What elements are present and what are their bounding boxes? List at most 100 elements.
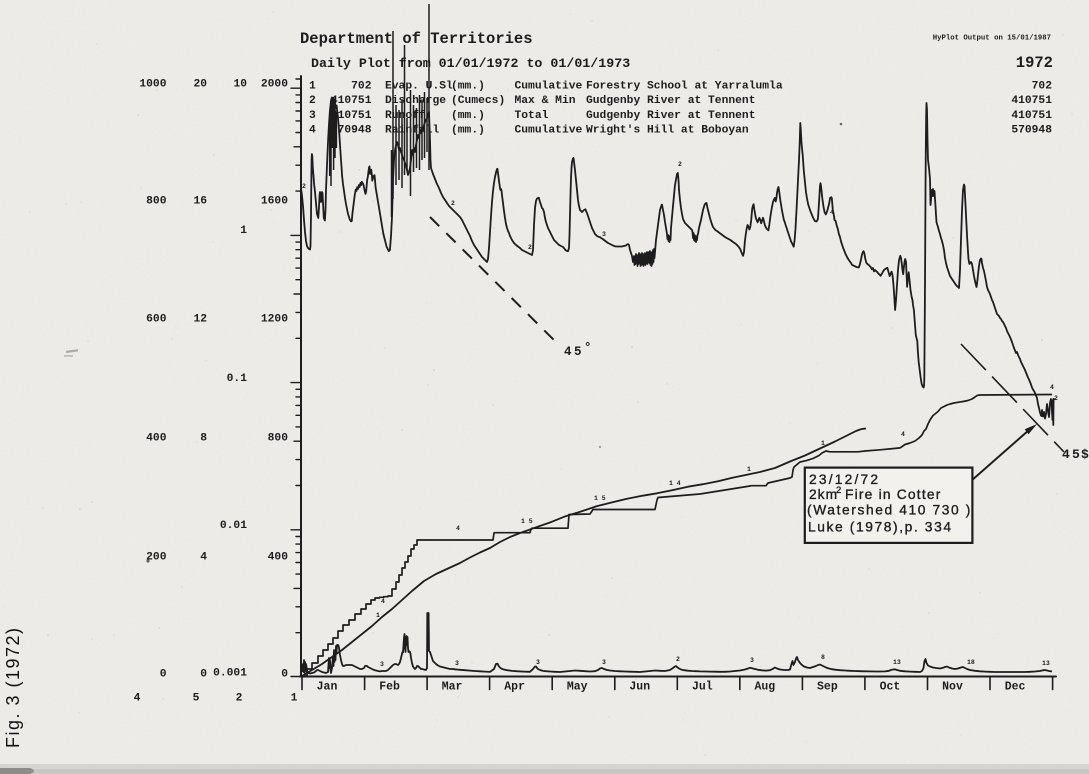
svg-text:2: 2 <box>302 183 306 190</box>
svg-text:3: 3 <box>602 659 606 666</box>
svg-text:400: 400 <box>268 552 289 564</box>
svg-text:570948: 570948 <box>331 124 372 136</box>
svg-text:1 5: 1 5 <box>594 495 606 502</box>
svg-text:1: 1 <box>747 466 751 473</box>
svg-text:Cumulative: Cumulative <box>515 81 583 93</box>
svg-text:410751: 410751 <box>331 95 372 107</box>
svg-text:May: May <box>567 681 588 694</box>
svg-text:(mm.): (mm.) <box>451 124 485 136</box>
svg-text:800: 800 <box>268 433 289 445</box>
svg-text:2: 2 <box>236 693 243 705</box>
svg-text:1 5: 1 5 <box>521 518 533 525</box>
svg-text:410751: 410751 <box>1011 95 1052 107</box>
svg-text:Max & Min: Max & Min <box>515 95 576 107</box>
svg-text:23/12/72: 23/12/72 <box>809 472 880 487</box>
svg-text:5: 5 <box>193 693 200 705</box>
svg-text:Dec: Dec <box>1005 681 1026 694</box>
svg-text:Sep: Sep <box>817 681 838 694</box>
svg-text:12: 12 <box>193 314 207 326</box>
svg-text:702: 702 <box>1032 81 1053 93</box>
svg-text:1: 1 <box>240 225 247 237</box>
svg-text:200: 200 <box>146 552 167 564</box>
svg-text:5: 5 <box>1072 447 1080 462</box>
svg-text:2: 2 <box>678 161 682 168</box>
svg-text:3: 3 <box>380 661 384 668</box>
svg-text:1: 1 <box>309 81 316 93</box>
svg-text:13: 13 <box>893 659 901 666</box>
svg-text:Cumulative: Cumulative <box>515 124 583 136</box>
svg-text:600: 600 <box>146 314 167 326</box>
svg-text:(mm.): (mm.) <box>451 81 485 93</box>
svg-text:Jan: Jan <box>317 681 338 694</box>
svg-text:$: $ <box>1081 447 1089 462</box>
svg-text:570948: 570948 <box>1011 124 1052 136</box>
svg-text:0: 0 <box>281 669 288 681</box>
svg-text:Discharge: Discharge <box>385 95 446 107</box>
svg-text:8: 8 <box>821 654 825 661</box>
svg-text:20: 20 <box>193 79 207 91</box>
svg-text:410751: 410751 <box>1011 110 1052 122</box>
svg-text:4: 4 <box>901 431 905 438</box>
svg-text:4: 4 <box>564 345 572 359</box>
svg-text:Luke (1978),p. 334: Luke (1978),p. 334 <box>808 520 953 535</box>
svg-text:3: 3 <box>750 657 754 664</box>
svg-text:1000: 1000 <box>139 79 166 91</box>
svg-text:4: 4 <box>381 598 385 605</box>
svg-text:Jun: Jun <box>629 681 650 694</box>
svg-text:HyPlot Output on 15/01/1987: HyPlot Output on 15/01/1987 <box>933 35 1051 43</box>
svg-text:4: 4 <box>830 209 834 216</box>
svg-text:Gudgenby River at Tennent: Gudgenby River at Tennent <box>586 95 755 107</box>
svg-text:0.01: 0.01 <box>220 520 247 532</box>
svg-text:0.1: 0.1 <box>227 373 248 385</box>
svg-text:Gudgenby River at Tennent: Gudgenby River at Tennent <box>586 110 755 122</box>
svg-text:0: 0 <box>160 669 167 681</box>
svg-text:(Watershed 410 730 ): (Watershed 410 730 ) <box>807 503 972 518</box>
svg-text:°: ° <box>584 341 592 355</box>
svg-text:Fig. 3 (1972): Fig. 3 (1972) <box>3 626 23 748</box>
svg-text:410751: 410751 <box>331 110 372 122</box>
svg-text:2: 2 <box>528 244 532 251</box>
svg-text:Rainfall: Rainfall <box>385 124 439 136</box>
svg-text:Total: Total <box>515 110 549 122</box>
svg-text:2km: 2km <box>809 487 838 502</box>
svg-text:Mar: Mar <box>442 681 463 694</box>
svg-text:16: 16 <box>193 196 207 208</box>
svg-text:0.001: 0.001 <box>213 668 247 680</box>
svg-text:1: 1 <box>376 612 380 619</box>
svg-text:13: 13 <box>1042 660 1050 667</box>
svg-text:1600: 1600 <box>261 196 288 208</box>
svg-text:3: 3 <box>309 110 316 122</box>
svg-text:1: 1 <box>821 440 825 447</box>
svg-text:1200: 1200 <box>261 314 288 326</box>
svg-text:Jul: Jul <box>692 681 713 694</box>
svg-text:4: 4 <box>456 525 460 532</box>
svg-text:0: 0 <box>200 669 207 681</box>
svg-text:4: 4 <box>134 693 141 705</box>
svg-text:Oct: Oct <box>880 681 901 694</box>
svg-text:3: 3 <box>536 659 540 666</box>
svg-text:2: 2 <box>836 485 841 496</box>
svg-text:2000: 2000 <box>261 79 288 91</box>
svg-text:1 4: 1 4 <box>669 480 681 487</box>
svg-text:1: 1 <box>291 693 298 705</box>
svg-text:Fire in Cotter: Fire in Cotter <box>845 487 942 502</box>
svg-text:4: 4 <box>309 124 316 136</box>
svg-text:2: 2 <box>451 200 455 207</box>
svg-text:10: 10 <box>233 79 247 91</box>
svg-text:18: 18 <box>967 659 975 666</box>
svg-text:4: 4 <box>200 552 207 564</box>
svg-text:Runoff: Runoff <box>385 110 426 122</box>
svg-text:5: 5 <box>574 345 582 359</box>
svg-text:Department of Territories: Department of Territories <box>300 30 533 48</box>
svg-text:2: 2 <box>1054 395 1058 402</box>
svg-text:1972: 1972 <box>1016 54 1053 72</box>
svg-text:702: 702 <box>351 81 372 93</box>
svg-text:2: 2 <box>676 656 680 663</box>
svg-text:Wright's Hill at Boboyan: Wright's Hill at Boboyan <box>586 124 749 136</box>
svg-text:Aug: Aug <box>754 681 775 694</box>
svg-text:Feb: Feb <box>379 681 400 694</box>
svg-text:4: 4 <box>1050 384 1054 391</box>
svg-text:400: 400 <box>146 433 167 445</box>
svg-text:800: 800 <box>146 196 167 208</box>
svg-text:Apr: Apr <box>504 681 525 694</box>
